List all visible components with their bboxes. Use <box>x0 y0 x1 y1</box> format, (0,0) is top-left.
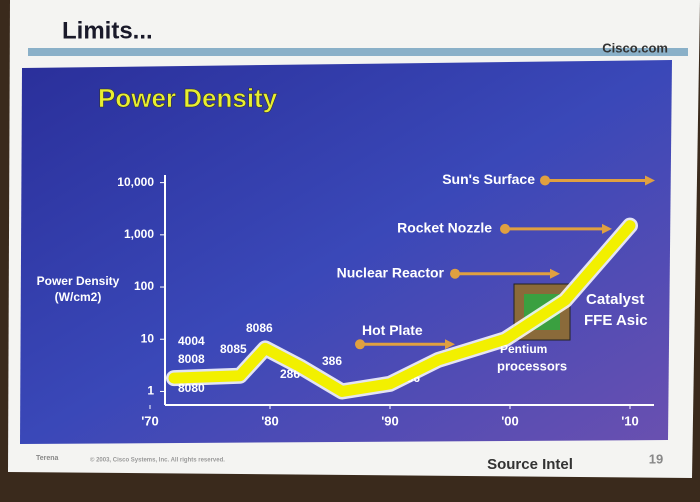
slide-title: Limits... <box>62 17 153 44</box>
annotation: 386 <box>322 354 342 368</box>
header-band <box>28 48 688 56</box>
annotation: FFE Asic <box>584 312 648 329</box>
annotation: 8085 <box>220 342 247 356</box>
arrow-dot <box>540 175 550 186</box>
annotation: Catalyst <box>586 291 644 308</box>
reference-label: Sun's Surface <box>442 171 535 187</box>
y-tick-label: 100 <box>134 279 154 293</box>
y-tick-label: 10,000 <box>117 175 154 189</box>
y-label: Power Density <box>37 274 120 288</box>
source: Source Intel <box>487 456 573 473</box>
x-tick-label: '70 <box>141 413 159 428</box>
y-tick-label: 1 <box>147 384 154 398</box>
series-line <box>168 220 636 397</box>
reference-label: Hot Plate <box>362 322 423 338</box>
y-tick-label: 10 <box>141 331 155 345</box>
arrow-head <box>550 268 560 279</box>
arrow-head <box>445 339 455 350</box>
x-tick-label: '80 <box>261 413 279 428</box>
chart-title: Power Density <box>98 83 278 113</box>
footer-left: Terena <box>36 455 59 462</box>
reference-label: Nuclear Reactor <box>337 264 445 280</box>
copyright: © 2003, Cisco Systems, Inc. All rights r… <box>90 457 225 464</box>
annotation: 8008 <box>178 352 205 366</box>
arrow-dot <box>450 268 460 279</box>
x-tick-label: '90 <box>381 413 399 428</box>
arrow-dot <box>500 223 510 234</box>
annotation: 8086 <box>246 321 273 335</box>
arrow-head <box>602 223 612 234</box>
x-tick-label: '10 <box>621 413 639 428</box>
arrow-dot <box>355 339 365 350</box>
annotation: Pentium <box>500 342 547 356</box>
brand: Cisco.com <box>602 40 668 55</box>
page-number: 19 <box>649 451 663 466</box>
annotation: processors <box>497 358 567 373</box>
y-label: (W/cm2) <box>55 290 102 304</box>
reference-label: Rocket Nozzle <box>397 220 492 236</box>
annotation: 4004 <box>178 334 205 348</box>
x-tick-label: '00 <box>501 413 519 428</box>
chart-panel <box>20 60 672 444</box>
arrow-head <box>645 175 655 186</box>
y-tick-label: 1,000 <box>124 227 154 241</box>
